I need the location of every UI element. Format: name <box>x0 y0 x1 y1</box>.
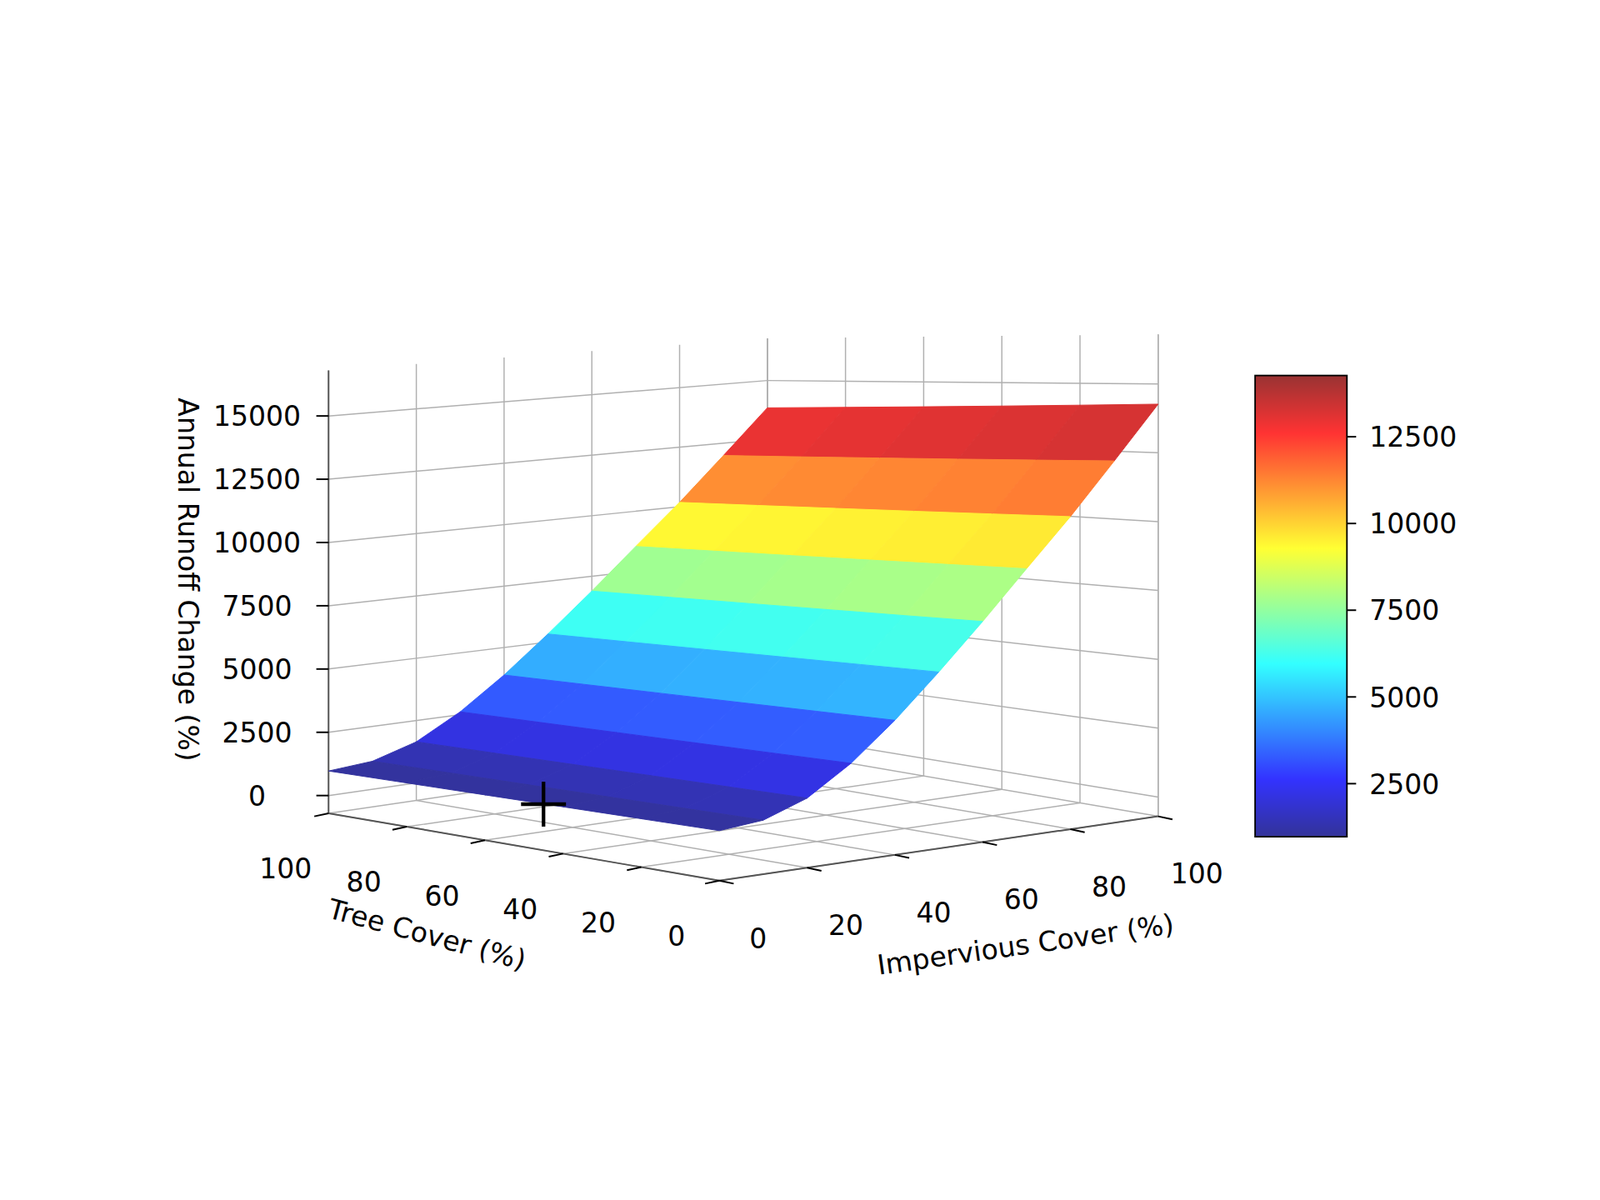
z-tick <box>316 795 330 797</box>
x-tick-label: 80 <box>1091 870 1127 904</box>
x-tick <box>1158 816 1173 820</box>
y-axis-label: Tree Cover (%) <box>324 892 530 977</box>
points <box>520 781 566 827</box>
z-tick <box>316 541 330 544</box>
z-tick-label: 2500 <box>222 716 293 750</box>
pane-edge <box>1157 334 1159 816</box>
colorbar-tick <box>1346 609 1356 611</box>
y-tick <box>392 826 407 830</box>
tick-labels: 0 2500 5000 7500 10000 12500 15000 0 20 40 60 80 100… <box>213 400 1224 955</box>
x-tick-label: 60 <box>1004 883 1040 916</box>
grid-line <box>767 380 1159 385</box>
colorbar-tick <box>1346 435 1356 438</box>
z-axis-label: Annual Runoff Change (%) <box>171 397 205 761</box>
z-tick <box>316 415 330 417</box>
grid-line <box>328 813 720 881</box>
y-tick-label: 0 <box>667 920 685 953</box>
y-tick <box>470 840 485 844</box>
x-tick <box>719 880 734 885</box>
x-tick <box>1070 829 1085 833</box>
surface-facet <box>860 615 983 673</box>
y-tick-label: 40 <box>502 893 538 926</box>
grid-line <box>415 364 417 801</box>
z-tick-label: 0 <box>248 780 266 813</box>
x-tick <box>895 855 910 859</box>
y-tick <box>626 867 641 871</box>
y-tick <box>549 853 564 857</box>
colorbar-tick-label: 10000 <box>1369 507 1457 540</box>
colorbar-tick <box>1346 522 1356 525</box>
y-tick-label: 80 <box>346 865 382 899</box>
x-tick-label: 40 <box>915 896 951 930</box>
z-tick <box>316 668 330 670</box>
z-tick <box>316 731 330 734</box>
colorbar-tick-label: 7500 <box>1369 594 1440 627</box>
y-tick-label: 20 <box>580 906 616 940</box>
surface-facet <box>904 564 1026 621</box>
colorbar: 2500 5000 7500 10000 12500 <box>1255 375 1457 837</box>
surface-facet <box>640 808 763 831</box>
surface-facet <box>992 460 1115 517</box>
y-tick-label: 100 <box>259 852 312 885</box>
colorbar-tick <box>1346 695 1356 698</box>
z-tick-label: 10000 <box>213 526 301 560</box>
z-tick-label: 15000 <box>213 400 301 433</box>
z-tick <box>316 605 330 607</box>
surface <box>328 404 1159 831</box>
grid-line <box>328 370 330 813</box>
colorbar-tick-label: 12500 <box>1369 420 1457 454</box>
colorbar-tick <box>1346 782 1356 785</box>
point-marker <box>520 781 566 827</box>
z-tick-label: 7500 <box>222 590 293 623</box>
grid-line <box>328 380 768 417</box>
x-tick <box>982 841 997 845</box>
grid-line <box>328 439 768 480</box>
axes <box>314 370 1173 884</box>
surface-facet <box>816 664 939 720</box>
chart: 0 2500 5000 7500 10000 12500 15000 0 20 40 60 80 100… <box>0 0 1600 1200</box>
y-tick-label: 60 <box>424 880 460 913</box>
x-tick <box>807 867 822 871</box>
colorbar-tick-label: 2500 <box>1369 768 1440 801</box>
z-tick <box>316 478 330 480</box>
z-axis-line <box>327 370 330 813</box>
colorbar-bar <box>1255 375 1347 837</box>
z-tick-label: 5000 <box>222 653 293 686</box>
x-tick-label: 100 <box>1170 857 1224 890</box>
z-tick-label: 12500 <box>213 463 301 496</box>
y-tick <box>705 880 720 885</box>
plus-v <box>541 781 545 827</box>
x-tick-label: 20 <box>828 909 864 942</box>
surface-facet <box>1035 404 1158 461</box>
grid <box>328 334 1159 881</box>
x-axis-label: Impervious Cover (%) <box>875 907 1176 982</box>
grid-line <box>1157 334 1159 816</box>
grid-line <box>640 802 1080 867</box>
x-tick-label: 0 <box>749 922 767 955</box>
surface-facet <box>948 514 1070 570</box>
y-tick <box>314 813 329 817</box>
y-axis-line <box>328 813 720 881</box>
colorbar-tick-label: 5000 <box>1369 681 1440 715</box>
